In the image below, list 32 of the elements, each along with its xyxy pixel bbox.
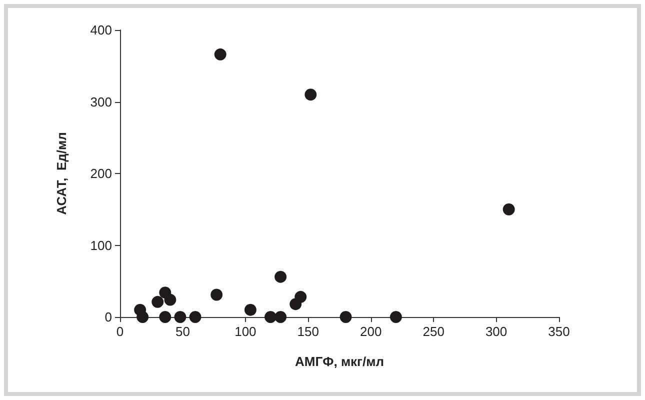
x-axis-title: АМГФ, мкг/мл — [295, 354, 384, 369]
point — [304, 88, 317, 101]
point — [159, 311, 172, 323]
point — [152, 296, 164, 308]
x-tick-label: 350 — [548, 324, 570, 339]
point — [244, 304, 256, 316]
x-tick-label: 50 — [175, 324, 190, 339]
point — [274, 311, 287, 323]
point — [502, 203, 515, 216]
point — [390, 311, 402, 323]
x-tick-label: 200 — [360, 324, 382, 339]
x-tick-label: 300 — [485, 324, 508, 339]
y-tick-label: 400 — [90, 22, 112, 38]
y-axis-title: АСАТ, Ед/мл — [54, 132, 69, 215]
y-tick-label: 100 — [90, 238, 112, 253]
point — [274, 270, 287, 283]
point — [189, 311, 202, 323]
point — [136, 311, 149, 323]
point — [210, 288, 223, 301]
point — [174, 311, 186, 323]
x-tick-label: 100 — [234, 324, 256, 339]
x-tick-label: 150 — [297, 324, 319, 339]
point — [164, 294, 176, 306]
y-tick-label: 200 — [90, 166, 112, 181]
point — [340, 311, 352, 323]
point — [214, 48, 226, 60]
x-tick-label: 250 — [422, 324, 444, 339]
x-tick-label: 0 — [116, 324, 124, 339]
point — [294, 290, 307, 303]
y-tick-label: 0 — [104, 310, 112, 324]
point — [264, 311, 277, 323]
y-tick-label: 300 — [90, 94, 112, 110]
